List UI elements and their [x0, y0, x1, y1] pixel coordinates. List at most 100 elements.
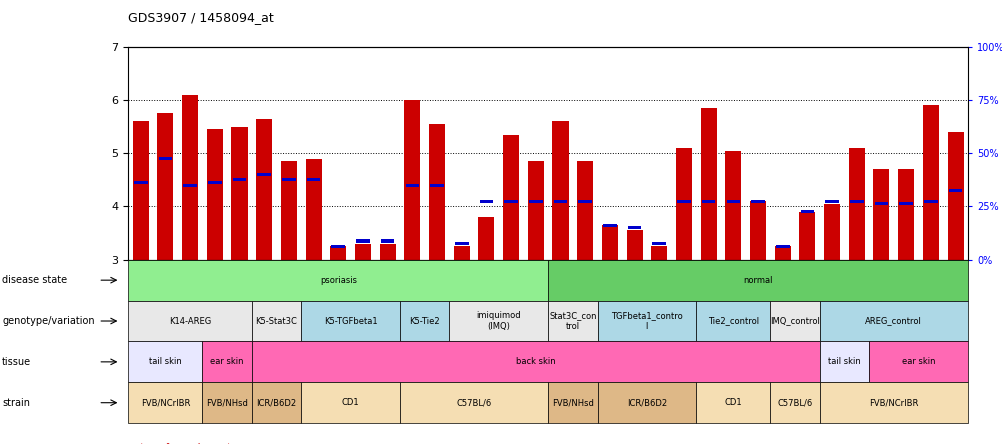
Bar — [504, 199, 517, 203]
Bar — [381, 239, 394, 243]
Bar — [256, 119, 272, 260]
Text: strain: strain — [2, 398, 30, 408]
Bar — [602, 223, 616, 227]
Bar — [824, 204, 840, 260]
Text: back skin: back skin — [515, 357, 555, 366]
Bar — [799, 212, 815, 260]
Bar — [800, 210, 814, 214]
Text: genotype/variation: genotype/variation — [2, 316, 94, 326]
Text: disease state: disease state — [2, 275, 67, 285]
Bar — [578, 199, 591, 203]
Bar — [676, 199, 690, 203]
Text: K5-Tie2: K5-Tie2 — [409, 317, 440, 325]
Bar — [750, 199, 765, 203]
Bar — [922, 105, 938, 260]
Bar — [873, 169, 889, 260]
Bar — [527, 161, 543, 260]
Bar — [503, 135, 519, 260]
Bar — [306, 159, 322, 260]
Text: TGFbeta1_contro
l: TGFbeta1_contro l — [610, 311, 682, 331]
Bar — [701, 199, 714, 203]
Bar — [134, 181, 147, 184]
Text: FVB/NHsd: FVB/NHsd — [206, 398, 247, 407]
Bar — [157, 113, 173, 260]
Text: tail skin: tail skin — [149, 357, 181, 366]
Bar — [576, 161, 592, 260]
Text: Tie2_control: Tie2_control — [707, 317, 759, 325]
Bar — [627, 226, 640, 230]
Bar — [923, 199, 937, 203]
Text: IMQ_control: IMQ_control — [770, 317, 820, 325]
Text: FVB/NHsd: FVB/NHsd — [551, 398, 593, 407]
Text: K14-AREG: K14-AREG — [168, 317, 211, 325]
Text: psoriasis: psoriasis — [320, 276, 357, 285]
Bar — [776, 245, 789, 248]
Text: ICR/B6D2: ICR/B6D2 — [257, 398, 297, 407]
Text: AREG_control: AREG_control — [865, 317, 921, 325]
Bar — [553, 199, 567, 203]
Bar — [455, 242, 468, 246]
Bar — [281, 161, 297, 260]
Bar — [899, 202, 912, 206]
Text: K5-TGFbeta1: K5-TGFbeta1 — [324, 317, 377, 325]
Text: CD1: CD1 — [723, 398, 741, 407]
Bar — [528, 199, 542, 203]
Text: Stat3C_con
trol: Stat3C_con trol — [548, 311, 596, 331]
Bar — [478, 217, 494, 260]
Bar — [453, 246, 469, 260]
Bar — [182, 95, 198, 260]
Text: ear skin: ear skin — [901, 357, 934, 366]
Bar — [132, 121, 148, 260]
Bar — [355, 244, 371, 260]
Bar — [405, 183, 419, 187]
Text: tissue: tissue — [2, 357, 31, 367]
Bar — [650, 246, 666, 260]
Bar — [749, 201, 766, 260]
Bar — [626, 230, 642, 260]
Bar — [849, 199, 863, 203]
Bar — [307, 178, 320, 182]
Bar — [404, 100, 420, 260]
Bar — [258, 173, 271, 176]
Bar — [231, 127, 247, 260]
Bar — [282, 178, 296, 182]
Bar — [158, 157, 172, 160]
Bar — [183, 183, 196, 187]
Text: C57BL/6: C57BL/6 — [777, 398, 812, 407]
Bar — [848, 148, 864, 260]
Bar — [724, 151, 740, 260]
Bar — [947, 132, 963, 260]
Bar — [207, 181, 221, 184]
Bar — [725, 199, 739, 203]
Bar — [774, 246, 790, 260]
Bar — [651, 242, 665, 246]
Text: ICR/B6D2: ICR/B6D2 — [626, 398, 666, 407]
Bar — [206, 129, 222, 260]
Bar — [232, 178, 246, 182]
Text: FVB/NCrIBR: FVB/NCrIBR — [869, 398, 918, 407]
Bar — [897, 169, 913, 260]
Bar — [948, 189, 961, 192]
Bar — [479, 199, 493, 203]
Bar — [825, 199, 838, 203]
Text: normal: normal — [742, 276, 772, 285]
Text: CD1: CD1 — [342, 398, 359, 407]
Bar — [330, 246, 346, 260]
Bar — [429, 124, 445, 260]
Text: ear skin: ear skin — [210, 357, 243, 366]
Text: GDS3907 / 1458094_at: GDS3907 / 1458094_at — [128, 12, 274, 24]
Bar — [430, 183, 444, 187]
Text: tail skin: tail skin — [828, 357, 860, 366]
Bar — [331, 245, 345, 248]
Bar — [356, 239, 370, 243]
Text: FVB/NCrIBR: FVB/NCrIBR — [140, 398, 190, 407]
Bar — [874, 202, 888, 206]
Text: K5-Stat3C: K5-Stat3C — [256, 317, 298, 325]
Text: C57BL/6: C57BL/6 — [456, 398, 491, 407]
Text: imiquimod
(IMQ): imiquimod (IMQ) — [476, 311, 521, 331]
Bar — [675, 148, 691, 260]
Bar — [552, 121, 568, 260]
Text: ■ transformed count: ■ transformed count — [128, 443, 231, 444]
Bar — [700, 108, 716, 260]
Bar — [601, 225, 617, 260]
